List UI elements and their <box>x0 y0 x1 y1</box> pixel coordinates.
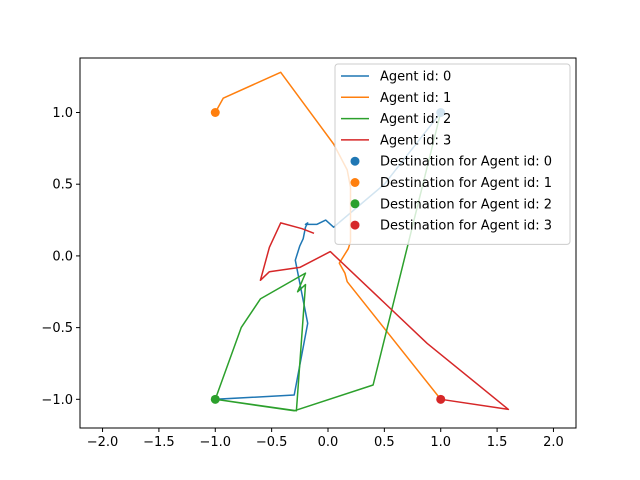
legend-label-destination-2: Destination for Agent id: 2 <box>380 197 552 212</box>
y-tick-label: −1.0 <box>41 393 73 408</box>
x-tick-label: 0.0 <box>318 435 339 450</box>
y-axis-ticks: −1.0 −0.5 0.0 0.5 1.0 <box>41 106 80 408</box>
x-tick-label: 2.0 <box>543 435 564 450</box>
x-tick-label: 1.0 <box>430 435 451 450</box>
series-line-agent-3 <box>259 222 510 411</box>
legend-label-agent-0: Agent id: 0 <box>380 70 451 85</box>
legend-label-agent-3: Agent id: 3 <box>380 133 451 148</box>
legend-marker-swatch <box>350 178 360 187</box>
destination-marker-agent-3 <box>436 394 446 404</box>
x-tick-label: −2.0 <box>87 435 119 450</box>
y-tick-label: 0.0 <box>52 249 73 264</box>
legend-label-destination-0: Destination for Agent id: 0 <box>380 155 552 170</box>
legend-label-agent-1: Agent id: 1 <box>380 91 451 106</box>
destination-marker-agent-2 <box>210 394 220 404</box>
destination-marker-agent-1 <box>210 107 220 117</box>
legend-marker-swatch <box>350 156 360 166</box>
series-line-agent-0 <box>214 114 440 401</box>
legend-label-agent-2: Agent id: 2 <box>380 112 451 127</box>
x-tick-label: −1.5 <box>143 435 175 450</box>
legend-marker-swatch <box>350 220 360 230</box>
series-line-agent-2 <box>214 111 442 412</box>
x-tick-label: 1.5 <box>487 435 508 450</box>
legend-marker-swatch <box>350 199 360 209</box>
series-layer <box>214 71 510 412</box>
x-axis-ticks: −2.0 −1.5 −1.0 −0.5 0.0 0.5 1.0 1.5 2.0 <box>87 428 564 450</box>
legend-label-destination-1: Destination for Agent id: 1 <box>380 176 552 191</box>
x-tick-label: −1.0 <box>199 435 231 450</box>
x-tick-label: −0.5 <box>256 435 288 450</box>
y-tick-label: 1.0 <box>52 106 73 121</box>
legend-box <box>334 63 571 245</box>
y-tick-label: −0.5 <box>41 321 73 336</box>
legend-label-destination-3: Destination for Agent id: 3 <box>380 219 552 234</box>
x-tick-label: 0.5 <box>374 435 395 450</box>
legend: Agent id: 0 Agent id: 1 Agent id: 2 Agent i… <box>334 63 571 245</box>
y-tick-label: 0.5 <box>52 178 73 193</box>
